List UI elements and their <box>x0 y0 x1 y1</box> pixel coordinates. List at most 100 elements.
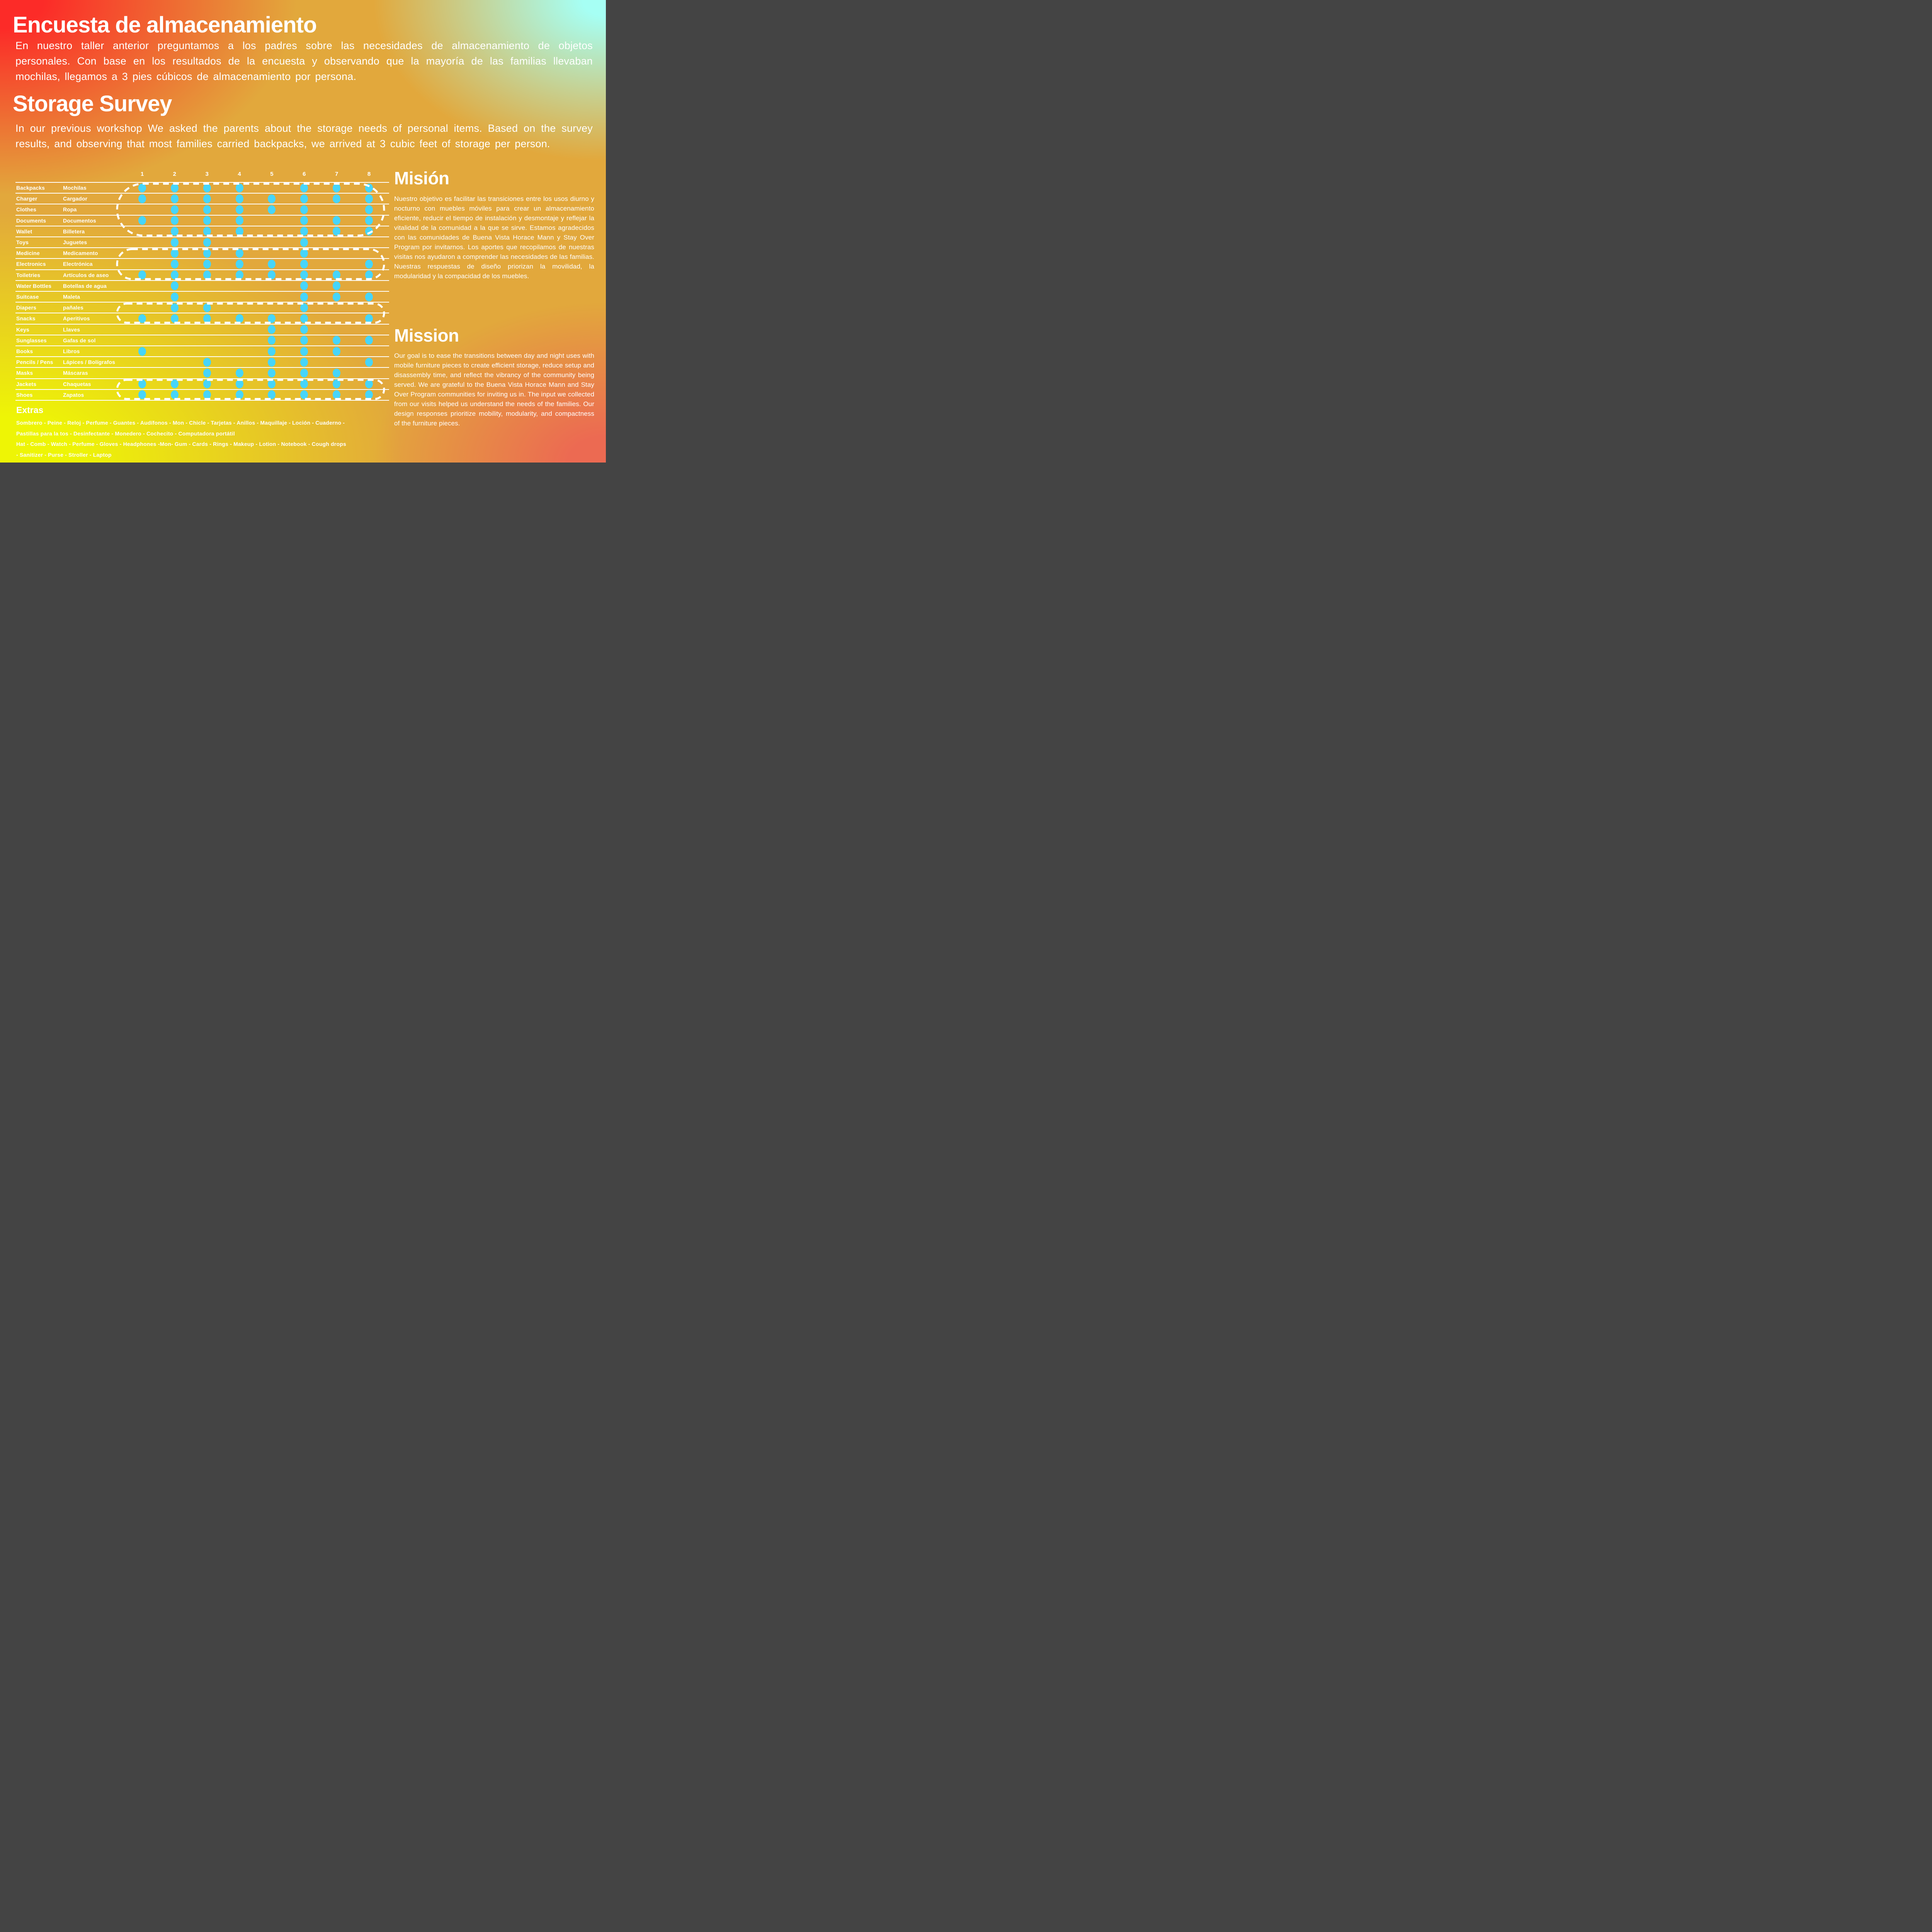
survey-dot <box>268 260 276 269</box>
row-divider-line <box>15 236 389 237</box>
survey-dot <box>300 336 308 345</box>
survey-dot <box>300 347 308 356</box>
column-number: 1 <box>140 171 144 177</box>
column-number: 7 <box>335 171 338 177</box>
row-label-en: Medicine <box>16 250 40 257</box>
survey-dot <box>170 227 179 236</box>
row-label-en: Jackets <box>16 381 37 387</box>
survey-dot <box>268 369 276 378</box>
survey-dot <box>268 379 276 389</box>
survey-dot <box>268 314 276 323</box>
row-label-es: Llaves <box>63 326 80 333</box>
survey-dot <box>300 369 308 378</box>
survey-dot <box>203 379 211 389</box>
survey-dot <box>170 314 179 323</box>
survey-dot <box>268 390 276 400</box>
survey-dot <box>203 357 211 367</box>
row-label-en: Sunglasses <box>16 337 47 344</box>
storage-survey-poster: Encuesta de almacenamiento En nuestro ta… <box>0 0 606 463</box>
column-number: 2 <box>173 171 177 177</box>
row-divider-line <box>15 367 389 368</box>
survey-dot <box>268 194 276 203</box>
column-number: 8 <box>367 171 371 177</box>
survey-dot <box>365 314 373 323</box>
row-label-es: Mochilas <box>63 185 87 191</box>
survey-dot <box>333 281 341 291</box>
mission-title-english: Mission <box>394 325 459 345</box>
survey-dot <box>300 227 308 236</box>
survey-dot <box>300 194 308 203</box>
survey-dot <box>203 216 211 225</box>
survey-dot <box>235 194 243 203</box>
row-label-es: Artículos de aseo <box>63 272 109 278</box>
survey-dot <box>300 216 308 225</box>
survey-dot <box>365 194 373 203</box>
intro-paragraph-spanish: En nuestro taller anterior preguntamos a… <box>15 40 593 82</box>
survey-dot <box>268 357 276 367</box>
survey-dot <box>170 183 179 192</box>
extras-title: Extras <box>16 405 44 415</box>
row-label-en: Backpacks <box>16 185 45 191</box>
row-divider-line <box>15 378 389 379</box>
intro-paragraph-english: In our previous workshop We asked the pa… <box>15 122 593 150</box>
survey-dot <box>365 227 373 236</box>
survey-dot <box>170 379 179 389</box>
survey-dot <box>138 183 146 192</box>
row-label-es: Aperitivos <box>63 315 90 322</box>
survey-dot <box>333 194 341 203</box>
row-label-en: Snacks <box>16 315 36 322</box>
survey-dot <box>203 227 211 236</box>
survey-dot <box>300 281 308 291</box>
survey-dot <box>333 227 341 236</box>
survey-dot <box>235 379 243 389</box>
mission-body-english: Our goal is to ease the transitions betw… <box>394 352 594 427</box>
survey-dot <box>138 270 146 280</box>
survey-dot <box>333 336 341 345</box>
group-capsule <box>116 183 385 236</box>
survey-dot <box>203 183 211 192</box>
survey-dot <box>365 183 373 192</box>
survey-dot <box>235 270 243 280</box>
row-label-en: Electronics <box>16 261 46 267</box>
row-label-en: Masks <box>16 370 33 376</box>
row-label-en: Wallet <box>16 228 32 235</box>
survey-dot <box>365 336 373 345</box>
survey-dot <box>333 390 341 400</box>
survey-dot <box>365 260 373 269</box>
survey-dot <box>268 205 276 214</box>
row-label-en: Documents <box>16 217 46 224</box>
survey-dot <box>268 347 276 356</box>
survey-dot <box>300 238 308 247</box>
extras-line: Hat - Comb - Watch - Perfume - Gloves - … <box>16 441 346 447</box>
survey-dot <box>235 227 243 236</box>
row-label-es: Documentos <box>63 217 96 224</box>
survey-dot <box>365 216 373 225</box>
survey-dot <box>170 270 179 280</box>
row-label-es: Maleta <box>63 294 80 300</box>
survey-dot <box>235 369 243 378</box>
row-label-en: Charger <box>16 196 37 202</box>
survey-dot <box>138 390 146 400</box>
row-label-en: Shoes <box>16 391 33 398</box>
row-divider-line <box>15 345 389 346</box>
row-label-es: Electrónica <box>63 261 93 267</box>
survey-dot <box>300 205 308 214</box>
survey-dot <box>203 390 211 400</box>
survey-dot <box>203 238 211 247</box>
row-divider-line <box>15 247 389 248</box>
survey-dot <box>365 379 373 389</box>
survey-dot <box>333 369 341 378</box>
row-label-en: Keys <box>16 326 29 333</box>
row-label-es: Zapatos <box>63 391 84 398</box>
survey-dot <box>333 270 341 280</box>
extras-line: Sombrero - Peine - Reloj - Perfume - Gua… <box>16 420 345 426</box>
survey-dot <box>170 248 179 258</box>
survey-dot <box>365 270 373 280</box>
survey-dot <box>268 270 276 280</box>
row-divider-line <box>15 280 389 281</box>
row-label-es: Gafas de sol <box>63 337 96 344</box>
page-title-spanish: Encuesta de almacenamiento <box>13 12 317 37</box>
survey-dot <box>203 270 211 280</box>
survey-dot <box>138 314 146 323</box>
survey-dot <box>365 205 373 214</box>
